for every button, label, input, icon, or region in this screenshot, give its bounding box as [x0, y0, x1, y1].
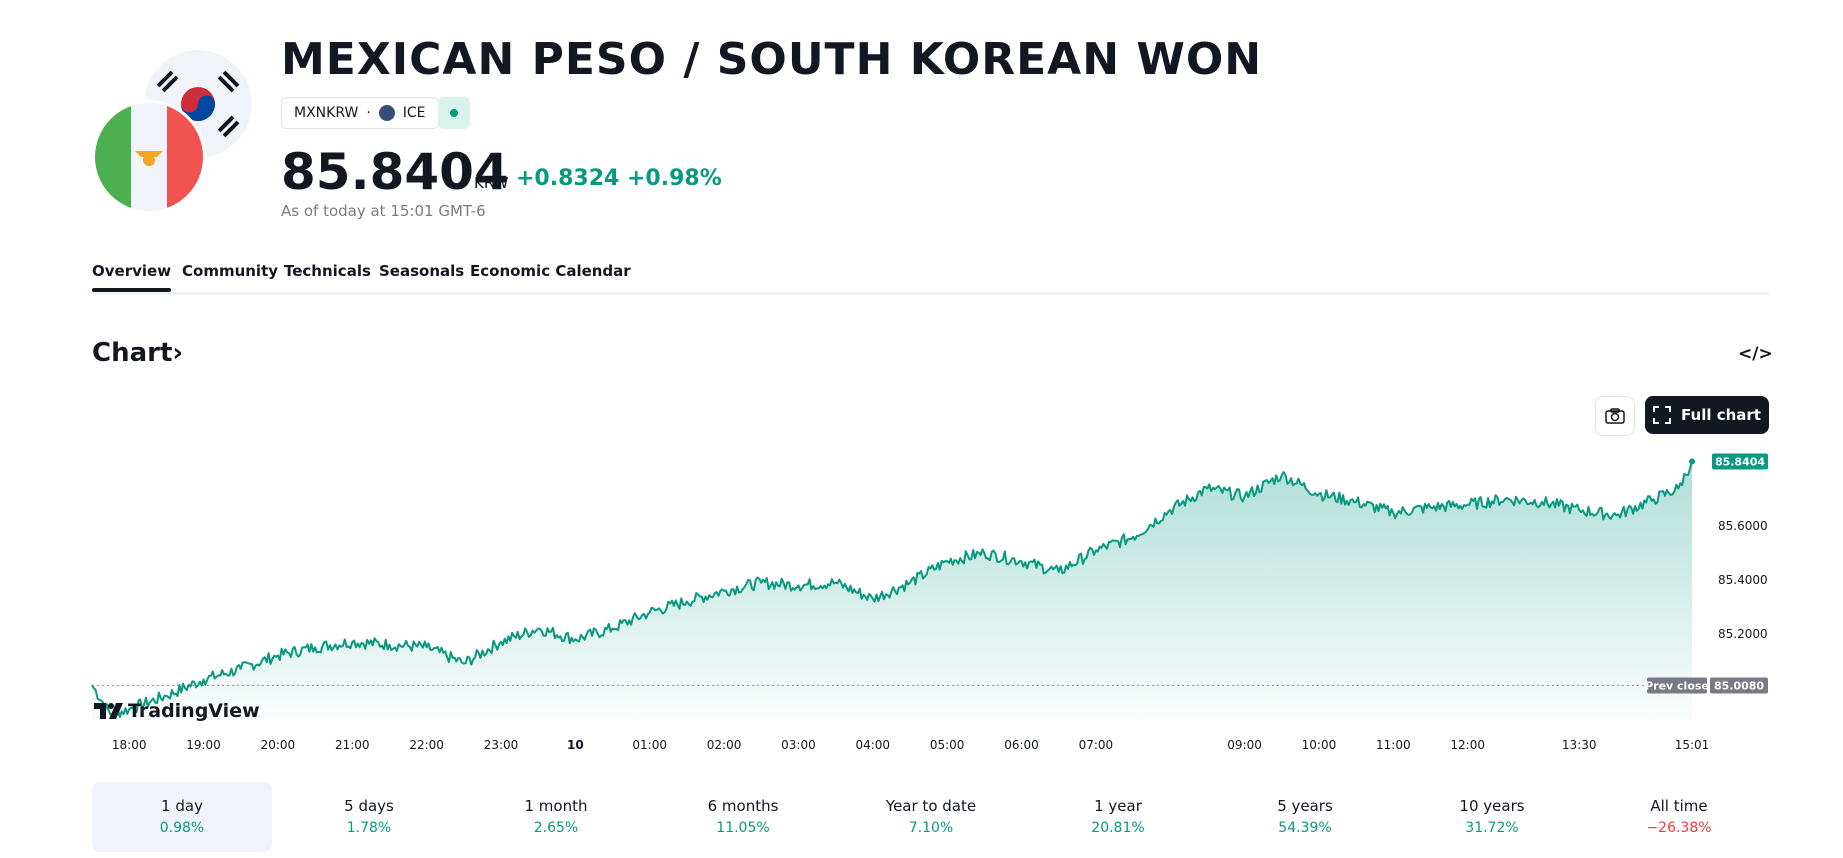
exchange-logo-icon	[378, 105, 395, 121]
chart-heading-label: Chart	[92, 338, 173, 368]
exchange-label: ICE	[402, 105, 426, 121]
symbol-exchange-pill[interactable]: MXNKRW · ICE	[281, 97, 439, 129]
period-5-years[interactable]: 5 years 54.39%	[1215, 782, 1395, 852]
tab-economic-calendar[interactable]: Economic Calendar	[470, 262, 631, 280]
symbol-label: MXNKRW	[294, 105, 359, 121]
period-change: 1.78%	[346, 820, 392, 836]
prev-close-label-badge: Prev close	[1645, 680, 1709, 693]
separator: ·	[366, 105, 371, 121]
x-tick-label: 11:00	[1376, 738, 1411, 752]
currency-flags	[92, 50, 262, 220]
period-1-day[interactable]: 1 day 0.98%	[92, 782, 272, 852]
x-tick-label: 05:00	[930, 738, 965, 752]
tab-seasonals[interactable]: Seasonals	[379, 262, 465, 280]
y-tick-label: 85.6000	[1718, 519, 1768, 533]
price-badges: 85.8404 Prev close 85.0080	[1645, 453, 1768, 694]
tradingview-logo-text: TradingView	[128, 700, 260, 722]
page-title: MEXICAN PESO / SOUTH KOREAN WON	[281, 34, 1263, 85]
period-year-to-date[interactable]: Year to date 7.10%	[841, 782, 1021, 852]
tradingview-logo-icon	[94, 703, 123, 719]
period-all-time[interactable]: All time −26.38%	[1589, 782, 1769, 852]
period-6-months[interactable]: 6 months 11.05%	[653, 782, 833, 852]
y-tick-label: 85.4000	[1718, 573, 1768, 587]
price-line	[91, 461, 1693, 719]
y-tick-label: 85.2000	[1718, 627, 1768, 641]
price-change: +0.8324 +0.98%	[516, 166, 722, 191]
snapshot-button[interactable]	[1595, 396, 1635, 436]
embed-code-icon[interactable]: </>	[1738, 344, 1773, 364]
full-chart-button[interactable]: Full chart	[1645, 396, 1769, 434]
last-price-badge: 85.8404	[1715, 456, 1765, 469]
period-change: 31.72%	[1465, 820, 1519, 836]
period-change: 7.10%	[908, 820, 954, 836]
period-5-days[interactable]: 5 days 1.78%	[279, 782, 459, 852]
x-tick-label: 22:00	[409, 738, 444, 752]
period-change: 20.81%	[1091, 820, 1145, 836]
prev-close-value-badge: 85.0080	[1714, 680, 1764, 693]
period-label: 5 days	[344, 797, 394, 815]
section-tabs: Overview Community Technicals Seasonals …	[92, 262, 1769, 295]
x-tick-label: 01:00	[632, 738, 667, 752]
x-tick-label: 10	[567, 738, 584, 752]
period-1-month[interactable]: 1 month 2.65%	[466, 782, 646, 852]
last-price-dot	[1689, 458, 1695, 465]
x-tick-label: 21:00	[335, 738, 370, 752]
period-10-years[interactable]: 10 years 31.72%	[1402, 782, 1582, 852]
x-tick-label: 23:00	[484, 738, 519, 752]
prev-close-label-badge-bg	[1647, 677, 1707, 694]
x-tick-label: 12:00	[1450, 738, 1485, 752]
chevron-right-icon: ›	[172, 338, 184, 368]
tab-community[interactable]: Community	[182, 262, 279, 280]
fullscreen-icon	[1653, 406, 1672, 424]
last-price-badge-bg	[1712, 453, 1768, 470]
x-tick-label: 15:01	[1675, 738, 1710, 752]
period-change: 54.39%	[1278, 820, 1332, 836]
x-tick-label: 04:00	[855, 738, 890, 752]
price-currency: KRW	[474, 174, 509, 192]
x-tick-label: 09:00	[1227, 738, 1262, 752]
period-label: Year to date	[885, 797, 977, 815]
market-status-button[interactable]	[438, 97, 470, 129]
tab-overview[interactable]: Overview	[92, 262, 172, 292]
performance-periods: 1 day 0.98% 5 days 1.78% 1 month 2.65% 6 month…	[92, 782, 1769, 852]
period-label: 1 month	[524, 797, 588, 815]
x-tick-label: 03:00	[781, 738, 816, 752]
market-open-dot-icon	[450, 109, 458, 117]
prev-close-value-badge-bg	[1710, 677, 1768, 694]
period-label: 6 months	[707, 797, 779, 815]
period-label: 10 years	[1459, 797, 1525, 815]
x-axis: 18:00 19:00 20:00 21:00 22:00 23:00 10 01:00 02:…	[112, 738, 1709, 752]
period-label: 5 years	[1277, 797, 1333, 815]
chart-heading-link[interactable]: Chart›	[92, 338, 183, 368]
period-change: 0.98%	[159, 820, 205, 836]
x-tick-label: 13:30	[1562, 738, 1597, 752]
y-axis: 85.6000 85.4000 85.2000	[1718, 519, 1768, 641]
x-tick-label: 06:00	[1004, 738, 1039, 752]
tab-technicals[interactable]: Technicals	[284, 262, 371, 280]
period-label: All time	[1650, 797, 1708, 815]
x-tick-label: 02:00	[707, 738, 742, 752]
full-chart-label: Full chart	[1681, 406, 1761, 424]
camera-icon	[1605, 408, 1625, 424]
period-change: 2.65%	[533, 820, 579, 836]
period-change: −26.38%	[1646, 820, 1712, 836]
x-tick-label: 07:00	[1079, 738, 1114, 752]
x-tick-label: 19:00	[186, 738, 221, 752]
x-tick-label: 10:00	[1302, 738, 1337, 752]
period-change: 11.05%	[716, 820, 770, 836]
x-tick-label: 20:00	[261, 738, 296, 752]
period-1-year[interactable]: 1 year 20.81%	[1028, 782, 1208, 852]
x-tick-label: 18:00	[112, 738, 147, 752]
price-timestamp: As of today at 15:01 GMT-6	[281, 202, 486, 220]
last-price: 85.8404	[281, 143, 509, 201]
tradingview-logo[interactable]: TradingView	[94, 700, 260, 722]
period-label: 1 day	[161, 797, 203, 815]
period-label: 1 year	[1094, 797, 1142, 815]
